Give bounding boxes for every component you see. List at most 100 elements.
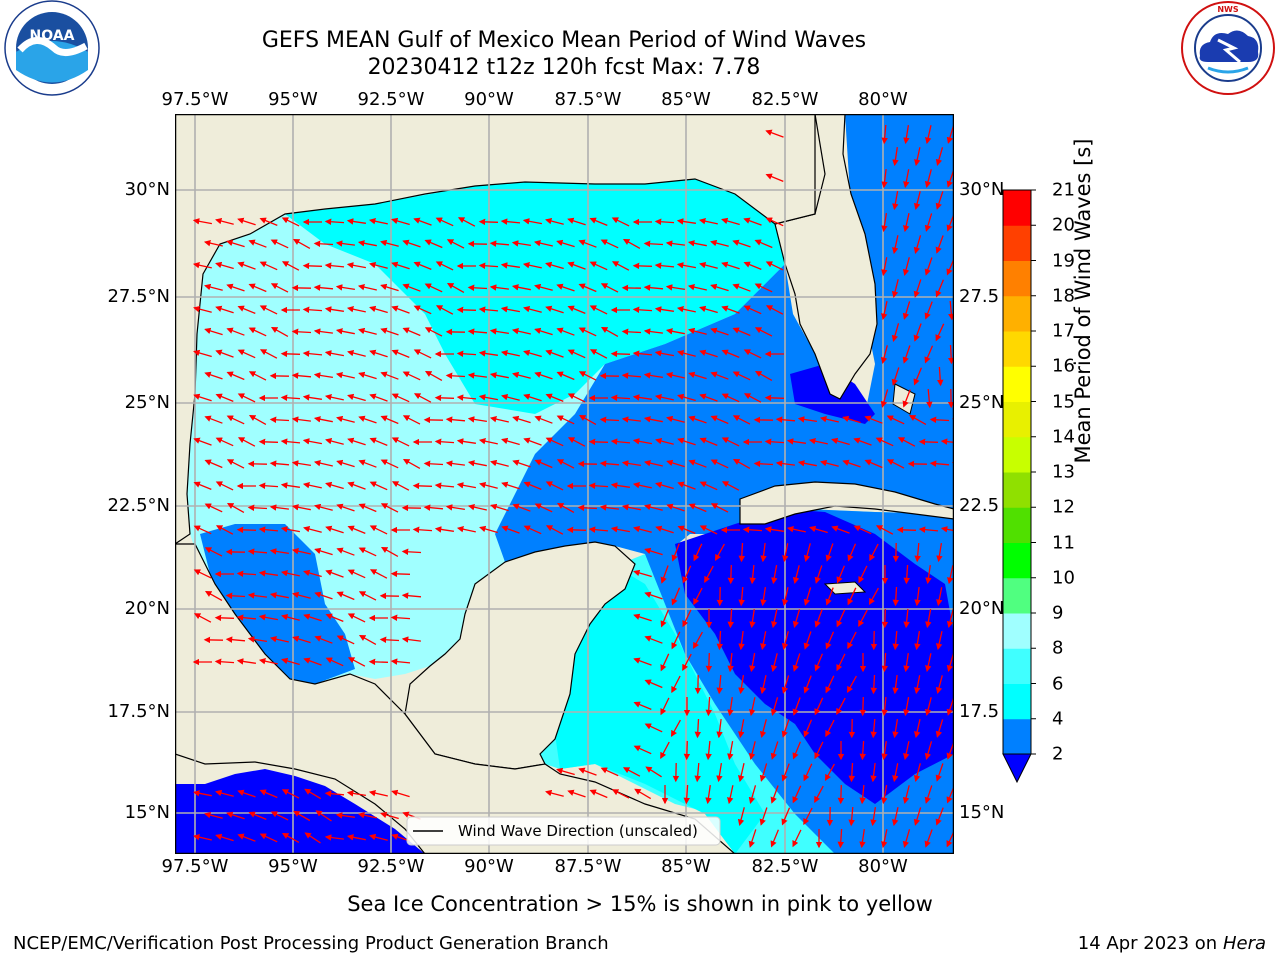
wave-direction-arrow: [837, 784, 845, 805]
wave-direction-arrow: [632, 394, 652, 401]
colorbar-tick-label: 9: [1052, 602, 1064, 624]
lon-tick-top: 90°W: [464, 89, 514, 110]
wave-direction-arrow: [765, 217, 784, 227]
wave-direction-arrow: [803, 719, 813, 738]
wave-direction-arrow: [859, 784, 866, 805]
wave-direction-arrow: [781, 631, 789, 650]
wave-direction-arrow: [512, 415, 531, 424]
wave-direction-arrow: [401, 592, 422, 599]
wave-direction-arrow: [369, 525, 388, 535]
wave-direction-arrow: [313, 328, 333, 335]
wave-direction-arrow: [732, 239, 751, 248]
wave-direction-arrow: [347, 349, 366, 357]
wave-direction-arrow: [424, 239, 443, 249]
wave-direction-arrow: [193, 525, 212, 535]
wave-direction-arrow: [358, 547, 377, 557]
wave-direction-arrow: [699, 437, 718, 447]
wave-direction-arrow: [947, 344, 954, 365]
colorbar-segment: [1003, 436, 1031, 473]
wave-direction-arrow: [633, 525, 652, 533]
wave-direction-arrow: [237, 349, 256, 359]
wave-direction-arrow: [622, 767, 641, 777]
wave-direction-arrow: [490, 503, 509, 512]
wave-direction-arrow: [632, 262, 653, 270]
colorbar-tick-label: 6: [1052, 673, 1064, 694]
wave-direction-arrow: [902, 389, 911, 408]
wave-direction-arrow: [634, 788, 652, 800]
wave-direction-arrow: [732, 415, 751, 425]
wave-direction-arrow: [313, 372, 334, 379]
wave-direction-arrow: [523, 437, 542, 446]
wave-direction-arrow: [781, 763, 790, 782]
wave-direction-arrow: [236, 614, 257, 621]
wave-direction-arrow: [467, 460, 487, 467]
wave-direction-arrow: [760, 543, 767, 563]
wave-direction-arrow: [336, 415, 355, 423]
wave-direction-arrow: [891, 807, 899, 827]
wave-direction-arrow: [870, 718, 877, 739]
wave-direction-arrow: [705, 696, 712, 717]
lat-tick-right: 22.5: [959, 495, 1000, 516]
wave-direction-arrow: [671, 587, 681, 606]
wave-direction-arrow: [402, 415, 421, 425]
wave-direction-arrow: [611, 261, 630, 271]
wave-direction-arrow: [248, 327, 267, 337]
wave-direction-arrow: [764, 438, 785, 445]
wave-direction-arrow: [754, 370, 773, 381]
blue-zone-sw-gulf: [200, 524, 355, 684]
wave-direction-arrow: [556, 415, 575, 425]
wave-direction-arrow: [522, 262, 542, 269]
wave-direction-arrow: [390, 570, 411, 578]
wave-direction-arrow: [346, 262, 367, 269]
wave-direction-arrow: [705, 785, 712, 805]
lon-tick-bottom: 82.5°W: [751, 856, 819, 877]
wave-direction-arrow: [925, 653, 932, 673]
wave-direction-arrow: [204, 590, 223, 601]
wave-direction-arrow: [324, 350, 345, 357]
wave-direction-arrow: [875, 437, 894, 447]
wave-direction-arrow: [665, 284, 686, 291]
wave-direction-arrow: [578, 327, 597, 337]
wave-direction-arrow: [324, 394, 344, 401]
wave-direction-arrow: [347, 569, 366, 579]
wave-direction-arrow: [402, 458, 421, 469]
wave-direction-arrow: [792, 653, 801, 672]
colorbar-tick-label: 13: [1052, 461, 1075, 483]
wave-direction-arrow: [358, 459, 377, 468]
wave-direction-arrow: [621, 504, 641, 511]
wave-direction-arrow: [688, 503, 707, 513]
wave-direction-arrow: [868, 587, 879, 606]
wave-direction-arrow: [929, 416, 950, 424]
wave-direction-arrow: [644, 679, 663, 689]
wave-direction-arrow: [225, 592, 246, 600]
wave-direction-arrow: [836, 565, 846, 584]
wave-direction-arrow: [248, 371, 267, 381]
cuba: [739, 481, 954, 525]
wave-direction-arrow: [500, 218, 521, 225]
wave-direction-arrow: [467, 284, 488, 292]
lat-tick-right: 30°N: [959, 179, 1005, 200]
wave-direction-arrow: [434, 394, 455, 402]
wave-direction-arrow: [644, 591, 663, 600]
wave-direction-arrow: [302, 262, 323, 270]
wave-direction-arrow: [545, 261, 564, 270]
wave-direction-arrow: [670, 719, 681, 738]
map-subtitle: 20230412 t12z 120h fcst Max: 7.78: [367, 55, 761, 80]
wave-direction-arrow: [946, 125, 954, 144]
wave-direction-arrow: [666, 415, 685, 423]
lon-tick-bottom: 80°W: [858, 856, 908, 877]
colorbar-segment: [1003, 577, 1031, 614]
wave-direction-arrow: [215, 481, 234, 491]
wave-direction-arrow: [633, 569, 652, 578]
wave-direction-arrow: [402, 371, 421, 381]
wave-direction-arrow: [578, 239, 597, 248]
wave-direction-arrow: [434, 482, 455, 489]
wave-direction-arrow: [814, 741, 824, 760]
wave-direction-arrow: [500, 350, 520, 357]
wave-direction-arrow: [676, 262, 697, 269]
wave-direction-arrow: [445, 504, 466, 511]
wave-direction-arrow: [456, 438, 476, 445]
wave-direction-arrow: [456, 526, 476, 533]
wave-direction-arrow: [357, 812, 377, 819]
wave-direction-arrow: [302, 350, 323, 357]
